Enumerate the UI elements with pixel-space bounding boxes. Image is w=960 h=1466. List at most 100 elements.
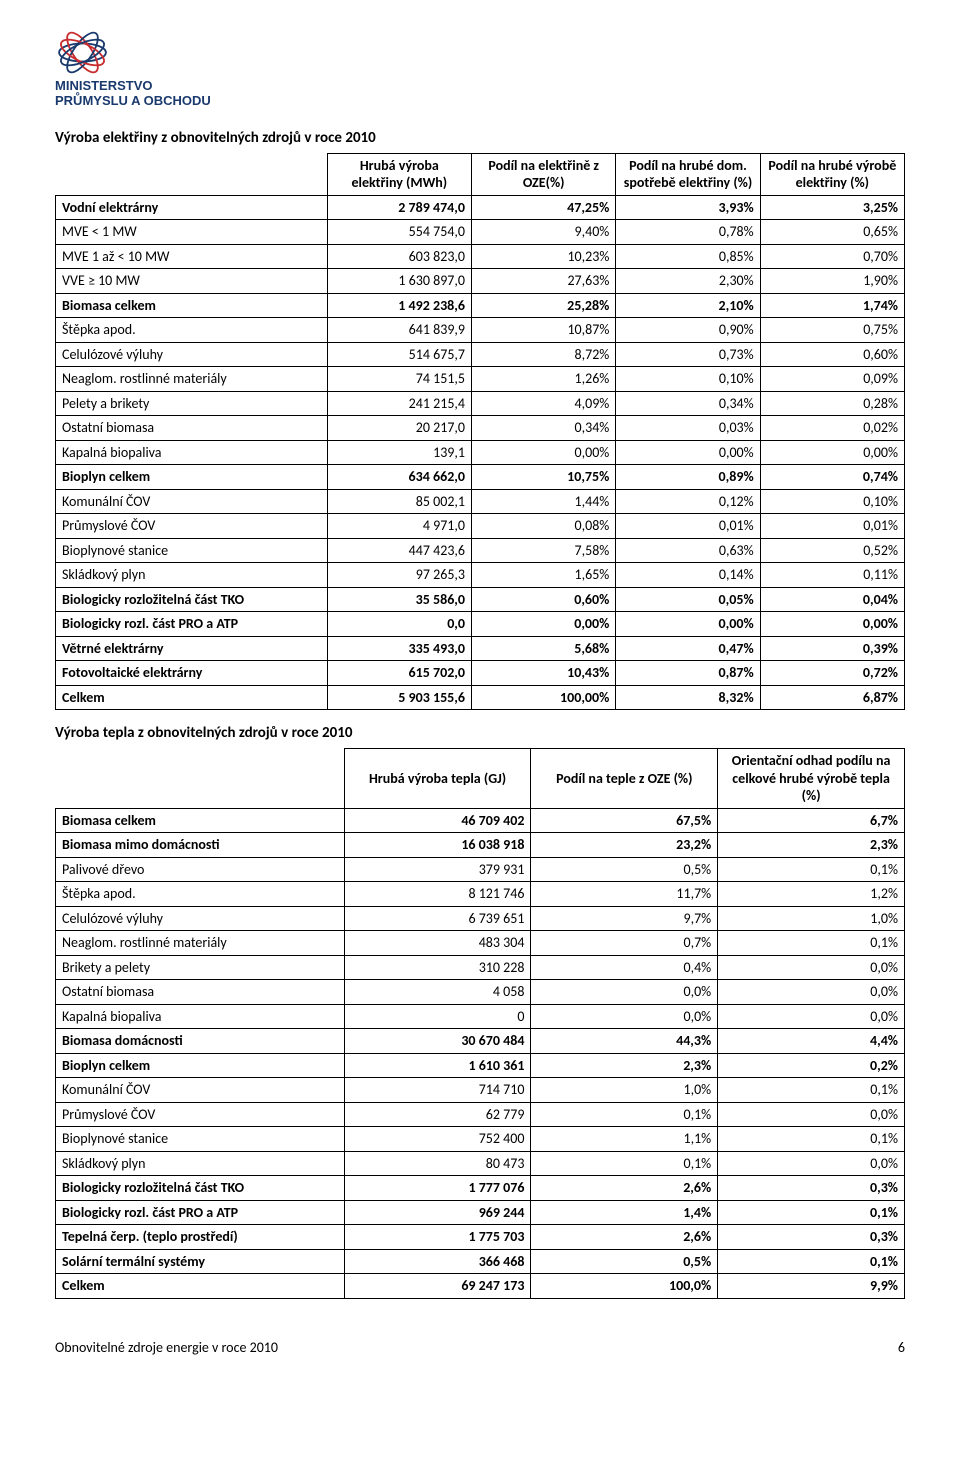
cell-value: 0,5% (531, 1249, 718, 1274)
cell-value: 969 244 (344, 1200, 531, 1225)
cell-value: 0,00% (760, 612, 904, 637)
cell-value: 8,32% (616, 685, 760, 710)
table-row: Průmyslové ČOV62 7790,1%0,0% (56, 1102, 905, 1127)
table-row: MVE 1 až < 10 MW603 823,010,23%0,85%0,70… (56, 244, 905, 269)
cell-value: 7,58% (472, 538, 616, 563)
cell-value: 0,1% (531, 1151, 718, 1176)
cell-value: 0,90% (616, 318, 760, 343)
cell-value: 80 473 (344, 1151, 531, 1176)
table-row: Kapalná biopaliva00,0%0,0% (56, 1004, 905, 1029)
cell-value: 6,87% (760, 685, 904, 710)
cell-value: 366 468 (344, 1249, 531, 1274)
ministry-logo: MINISTERSTVO PRŮMYSLU A OBCHODU (55, 30, 905, 109)
row-label: Palivové dřevo (56, 857, 345, 882)
cell-value: 0,1% (718, 1200, 905, 1225)
cell-value: 0,3% (718, 1225, 905, 1250)
row-label: MVE < 1 MW (56, 220, 328, 245)
cell-value: 0,3% (718, 1176, 905, 1201)
row-label: Ostatní biomasa (56, 416, 328, 441)
cell-value: 379 931 (344, 857, 531, 882)
cell-value: 1,44% (472, 489, 616, 514)
table-row: Biologicky rozložitelná část TKO1 777 07… (56, 1176, 905, 1201)
cell-value: 20 217,0 (327, 416, 471, 441)
row-label: Štěpka apod. (56, 318, 328, 343)
cell-value: 0,0% (718, 955, 905, 980)
cell-value: 483 304 (344, 931, 531, 956)
cell-value: 100,0% (531, 1274, 718, 1299)
cell-value: 1 777 076 (344, 1176, 531, 1201)
cell-value: 0,70% (760, 244, 904, 269)
cell-value: 4,4% (718, 1029, 905, 1054)
row-label: Biologicky rozložitelná část TKO (56, 587, 328, 612)
cell-value: 1,74% (760, 293, 904, 318)
cell-value: 8 121 746 (344, 882, 531, 907)
row-label: Neaglom. rostlinné materiály (56, 931, 345, 956)
cell-value: 85 002,1 (327, 489, 471, 514)
cell-value: 1,0% (718, 906, 905, 931)
logo-line2: PRŮMYSLU A OBCHODU (55, 93, 211, 108)
table-row: Biomasa celkem1 492 238,625,28%2,10%1,74… (56, 293, 905, 318)
cell-value: 74 151,5 (327, 367, 471, 392)
table-row: Bioplynové stanice752 4001,1%0,1% (56, 1127, 905, 1152)
electricity-table: Hrubá výroba elektřiny (MWh)Podíl na ele… (55, 153, 905, 711)
row-label: Komunální ČOV (56, 489, 328, 514)
cell-value: 335 493,0 (327, 636, 471, 661)
heat-table: Hrubá výroba tepla (GJ)Podíl na teple z … (55, 748, 905, 1299)
cell-value: 10,87% (472, 318, 616, 343)
cell-value: 0,00% (472, 612, 616, 637)
table-row: Celkem5 903 155,6100,00%8,32%6,87% (56, 685, 905, 710)
cell-value: 0,11% (760, 563, 904, 588)
row-label: Pelety a brikety (56, 391, 328, 416)
column-header (56, 749, 345, 809)
table-row: Větrné elektrárny335 493,05,68%0,47%0,39… (56, 636, 905, 661)
row-label: Celulózové výluhy (56, 906, 345, 931)
cell-value: 16 038 918 (344, 833, 531, 858)
table-row: Kapalná biopaliva139,10,00%0,00%0,00% (56, 440, 905, 465)
cell-value: 46 709 402 (344, 808, 531, 833)
cell-value: 0,60% (472, 587, 616, 612)
cell-value: 0 (344, 1004, 531, 1029)
cell-value: 1,0% (531, 1078, 718, 1103)
table-row: Štěpka apod.641 839,910,87%0,90%0,75% (56, 318, 905, 343)
table-header-row: Hrubá výroba tepla (GJ)Podíl na teple z … (56, 749, 905, 809)
cell-value: 0,34% (616, 391, 760, 416)
cell-value: 23,2% (531, 833, 718, 858)
cell-value: 69 247 173 (344, 1274, 531, 1299)
cell-value: 0,1% (718, 857, 905, 882)
cell-value: 0,0 (327, 612, 471, 637)
table-row: Bioplyn celkem1 610 3612,3%0,2% (56, 1053, 905, 1078)
cell-value: 2,30% (616, 269, 760, 294)
cell-value: 0,4% (531, 955, 718, 980)
cell-value: 1,4% (531, 1200, 718, 1225)
table-row: Biologicky rozložitelná část TKO35 586,0… (56, 587, 905, 612)
footer-page: 6 (898, 1339, 905, 1356)
table-row: Štěpka apod.8 121 74611,7%1,2% (56, 882, 905, 907)
cell-value: 2 789 474,0 (327, 195, 471, 220)
row-label: VVE ≥ 10 MW (56, 269, 328, 294)
row-label: Vodní elektrárny (56, 195, 328, 220)
cell-value: 241 215,4 (327, 391, 471, 416)
cell-value: 0,60% (760, 342, 904, 367)
row-label: Biomasa mimo domácnosti (56, 833, 345, 858)
row-label: Biologicky rozložitelná část TKO (56, 1176, 345, 1201)
cell-value: 447 423,6 (327, 538, 471, 563)
cell-value: 0,08% (472, 514, 616, 539)
cell-value: 0,0% (718, 1004, 905, 1029)
cell-value: 9,9% (718, 1274, 905, 1299)
cell-value: 4 971,0 (327, 514, 471, 539)
table-row: Průmyslové ČOV4 971,00,08%0,01%0,01% (56, 514, 905, 539)
cell-value: 10,23% (472, 244, 616, 269)
row-label: Bioplyn celkem (56, 1053, 345, 1078)
cell-value: 0,00% (616, 440, 760, 465)
cell-value: 0,1% (718, 931, 905, 956)
row-label: Skládkový plyn (56, 563, 328, 588)
cell-value: 0,04% (760, 587, 904, 612)
cell-value: 47,25% (472, 195, 616, 220)
row-label: Celkem (56, 685, 328, 710)
cell-value: 0,39% (760, 636, 904, 661)
cell-value: 0,01% (760, 514, 904, 539)
table-row: MVE < 1 MW554 754,09,40%0,78%0,65% (56, 220, 905, 245)
footer-text: Obnovitelné zdroje energie v roce 2010 (55, 1339, 278, 1356)
page-footer: Obnovitelné zdroje energie v roce 2010 6 (55, 1339, 905, 1356)
column-header: Hrubá výroba tepla (GJ) (344, 749, 531, 809)
